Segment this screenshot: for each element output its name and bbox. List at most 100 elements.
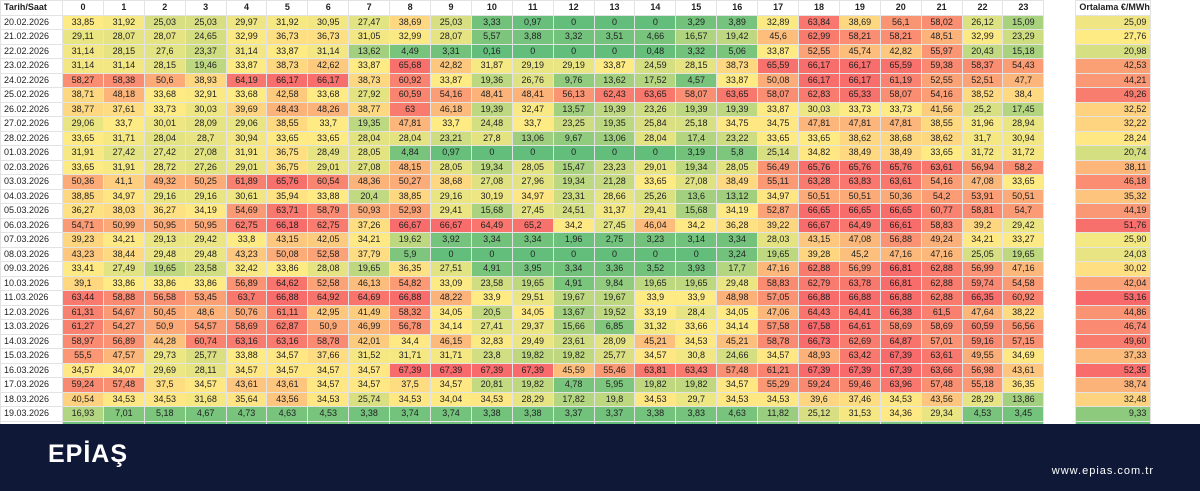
price-cell: 38,68 (879, 130, 922, 146)
price-cell: 3,74 (389, 406, 432, 422)
website-link[interactable]: www.epias.com.tr (1051, 465, 1154, 477)
price-cell: 0 (593, 246, 636, 262)
price-cell: 24,48 (470, 116, 513, 132)
price-cell: 31,68 (184, 391, 227, 407)
spacer-cell (1043, 319, 1076, 334)
price-cell: 38,69 (838, 14, 881, 30)
price-cell: 58,07 (757, 87, 800, 103)
price-cell: 0 (511, 43, 554, 59)
price-cell: 23,26 (634, 101, 677, 117)
price-cell: 0 (675, 246, 718, 262)
price-cell: 3,32 (552, 29, 595, 45)
price-cell: 67,39 (879, 362, 922, 378)
price-cell: 48,98 (716, 290, 759, 306)
spacer-cell (1043, 73, 1076, 88)
price-cell: 62,88 (798, 261, 840, 277)
hour-header: 19 (838, 0, 881, 16)
price-cell: 34,05 (511, 304, 554, 320)
price-cell: 3,37 (593, 406, 636, 422)
price-cell: 29,73 (143, 348, 186, 364)
price-cell: 64,43 (798, 304, 840, 320)
price-cell: 33,7 (102, 116, 145, 132)
price-cell: 28,05 (430, 159, 472, 175)
price-cell: 58,79 (307, 203, 350, 219)
price-cell: 3,19 (675, 145, 718, 161)
price-cell: 33,86 (184, 275, 227, 291)
date-cell: 05.03.2026 (0, 203, 63, 219)
price-cell: 5,18 (143, 406, 186, 422)
price-cell: 3,92 (430, 232, 472, 248)
price-cell: 23,61 (552, 333, 595, 349)
average-cell: 38,74 (1075, 377, 1152, 393)
price-cell: 19,36 (470, 72, 513, 88)
price-cell: 31,72 (1002, 145, 1045, 161)
spacer-cell (1043, 276, 1076, 291)
date-cell: 18.03.2026 (0, 391, 63, 407)
price-cell: 33,65 (634, 174, 677, 190)
price-cell: 4,49 (389, 43, 432, 59)
price-cell: 33,19 (634, 304, 677, 320)
price-cell: 27,8 (470, 130, 513, 146)
hour-header: 1 (102, 0, 145, 16)
price-cell: 4,73 (225, 406, 268, 422)
price-cell: 34,05 (430, 304, 472, 320)
price-cell: 47,57 (102, 348, 145, 364)
price-cell: 30,03 (184, 101, 227, 117)
price-cell: 39,22 (757, 217, 800, 233)
price-cell: 47,81 (389, 116, 432, 132)
price-cell: 39,69 (225, 101, 268, 117)
price-cell: 34,57 (348, 362, 391, 378)
price-cell: 25,05 (961, 246, 1004, 262)
spacer-cell (1043, 15, 1076, 30)
price-cell: 41,56 (920, 101, 963, 117)
price-cell: 0 (552, 246, 595, 262)
price-cell: 38,93 (184, 72, 227, 88)
price-cell: 0 (470, 246, 513, 262)
price-cell: 54,16 (920, 87, 963, 103)
price-cell: 20,5 (470, 304, 513, 320)
price-cell: 27,47 (348, 14, 391, 30)
price-cell: 59,46 (838, 377, 881, 393)
date-cell: 17.03.2026 (0, 377, 63, 393)
price-cell: 21,28 (593, 174, 636, 190)
price-cell: 52,87 (757, 203, 800, 219)
price-cell: 28,07 (143, 29, 186, 45)
price-cell: 28,15 (102, 43, 145, 59)
price-cell: 33,65 (1002, 174, 1045, 190)
price-cell: 50,08 (266, 246, 309, 262)
price-cell: 37,5 (389, 377, 432, 393)
price-cell: 34,53 (634, 391, 677, 407)
price-cell: 61,27 (62, 319, 104, 335)
price-cell: 48,41 (511, 87, 554, 103)
date-cell: 10.03.2026 (0, 275, 63, 291)
price-cell: 39,1 (62, 275, 104, 291)
price-cell: 65,76 (879, 159, 922, 175)
average-cell: 44,86 (1075, 304, 1152, 320)
price-cell: 38,71 (62, 87, 104, 103)
price-cell: 59,38 (920, 58, 963, 74)
price-cell: 34,97 (757, 188, 800, 204)
price-cell: 20,4 (348, 188, 391, 204)
price-cell: 28,03 (757, 232, 800, 248)
price-cell: 32,89 (757, 14, 800, 30)
price-cell: 57,48 (920, 377, 963, 393)
price-cell: 38,22 (1002, 304, 1045, 320)
price-cell: 0 (593, 43, 636, 59)
price-cell: 3,38 (634, 406, 677, 422)
price-cell: 35,94 (266, 188, 309, 204)
price-cell: 54,16 (430, 87, 472, 103)
price-cell: 66,38 (879, 304, 922, 320)
price-cell: 36,35 (1002, 377, 1045, 393)
price-cell: 50,27 (389, 174, 432, 190)
price-cell: 43,56 (266, 391, 309, 407)
price-sheet: Tarih/Saat 0 1 2 3 4 5 6 7 8 9 10 11 12 13 14 15 16 17 18 1… (0, 0, 1152, 451)
price-cell: 62,43 (593, 87, 636, 103)
price-cell: 54,7 (1002, 203, 1045, 219)
price-cell: 34,19 (716, 203, 759, 219)
average-column-header: Ortalama €/MWh (1075, 0, 1152, 16)
price-cell: 54,67 (102, 304, 145, 320)
price-cell: 15,68 (470, 203, 513, 219)
spacer-cell (1043, 58, 1076, 73)
price-cell: 66,65 (838, 203, 881, 219)
price-cell: 66,88 (798, 290, 840, 306)
